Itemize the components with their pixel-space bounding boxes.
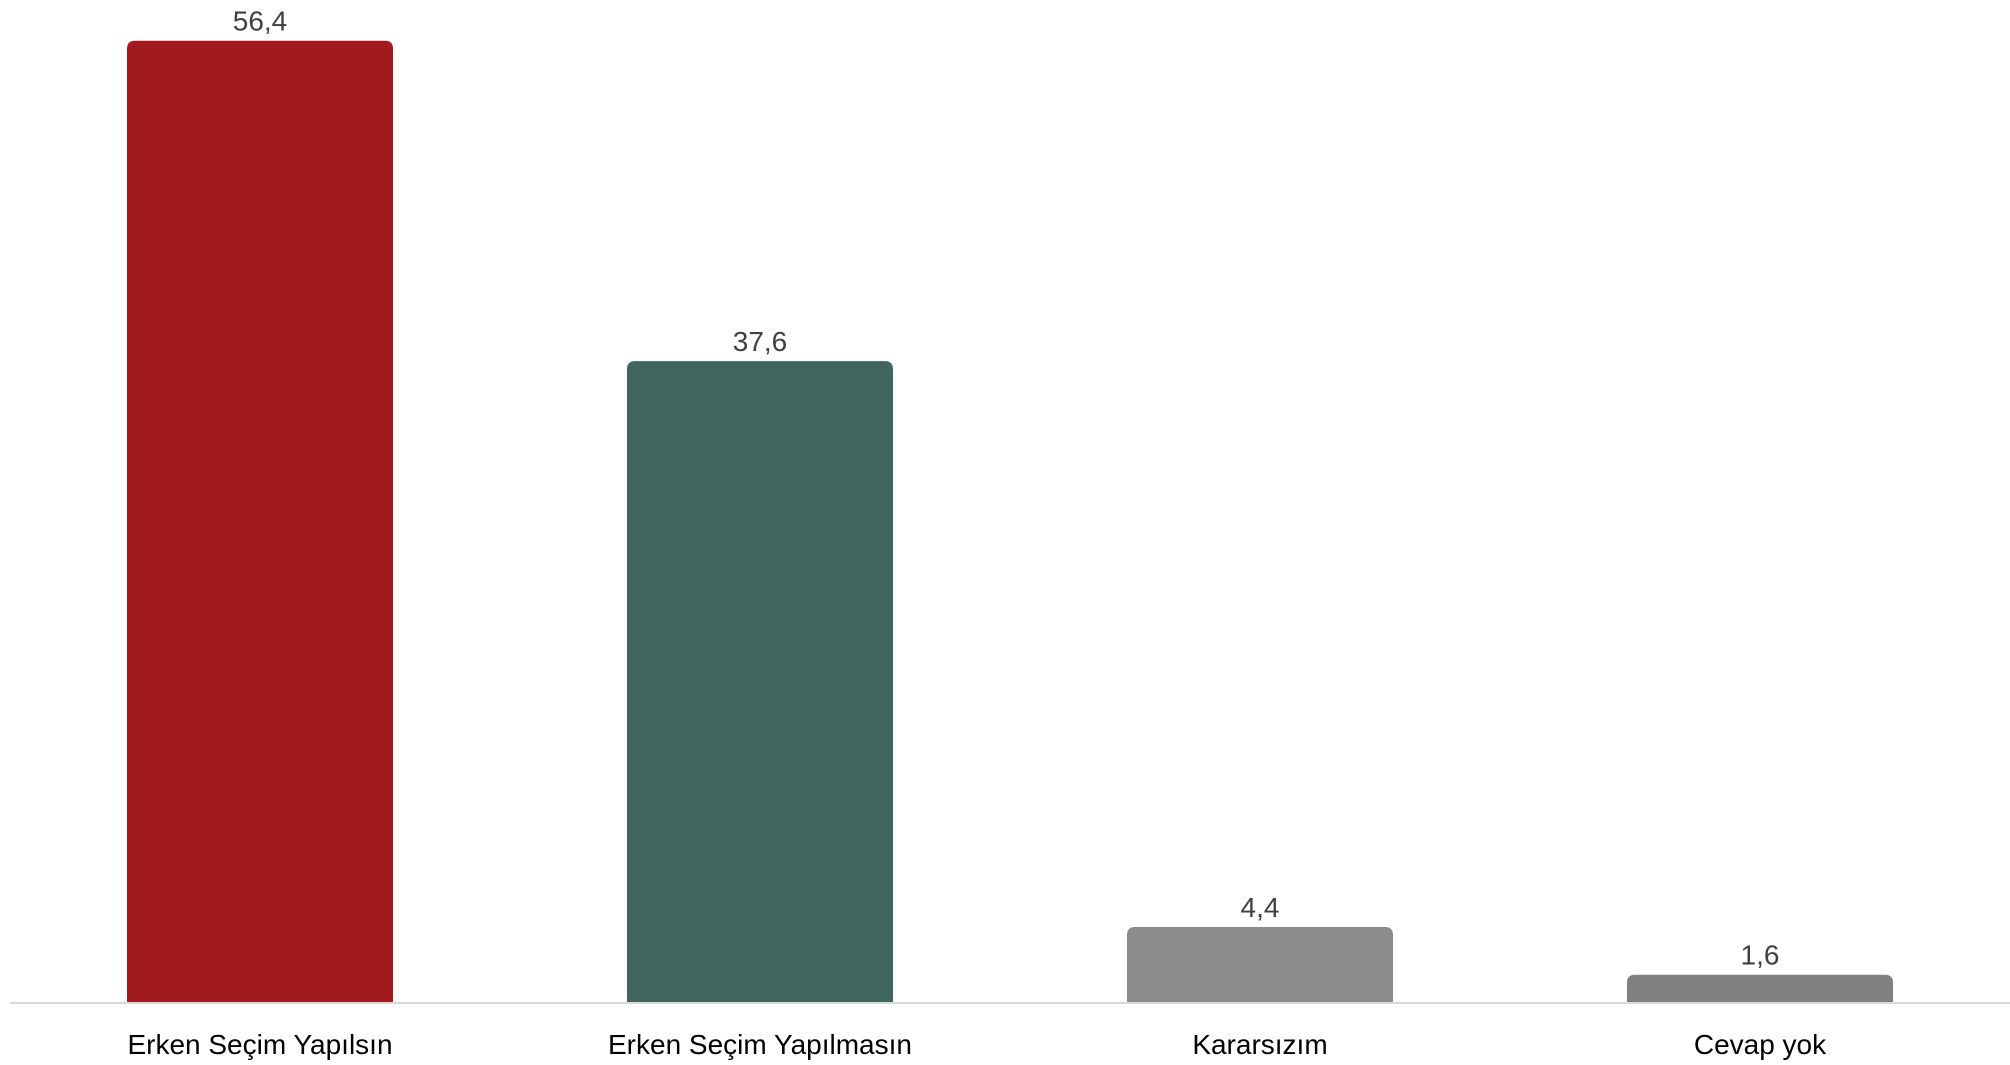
data-label-3: 4,4	[1241, 892, 1280, 923]
data-label-4: 1,6	[1741, 940, 1780, 971]
bar-4	[1627, 974, 1893, 1002]
bars-group	[127, 40, 1893, 1003]
bar-3	[1127, 927, 1393, 1002]
bar-1	[127, 40, 393, 1003]
x-tick-label-4: Cevap yok	[1694, 1029, 1827, 1060]
bar-2	[627, 361, 893, 1002]
value-labels-group: 56,4 37,6 4,4 1,6	[233, 6, 1780, 971]
x-tick-label-3: Kararsızım	[1192, 1029, 1327, 1060]
category-labels-group: Erken Seçim Yapılsın Erken Seçim Yapılmas…	[127, 1029, 1827, 1060]
x-tick-label-2: Erken Seçim Yapılmasın	[608, 1029, 912, 1060]
data-label-2: 37,6	[733, 326, 788, 357]
data-label-1: 56,4	[233, 6, 288, 37]
x-tick-label-1: Erken Seçim Yapılsın	[127, 1029, 392, 1060]
